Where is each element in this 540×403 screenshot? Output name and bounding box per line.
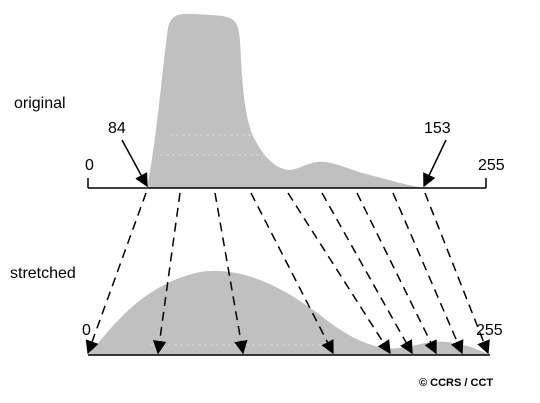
original-255-label: 255 bbox=[478, 157, 505, 174]
stretched-label: stretched bbox=[10, 265, 76, 282]
mapping-arrow bbox=[392, 192, 464, 355]
credit-text: © CCRS / CCT bbox=[419, 377, 493, 389]
marker-153-label: 153 bbox=[424, 120, 451, 137]
mapping-arrow bbox=[321, 192, 413, 355]
stretched-255-label: 255 bbox=[476, 322, 503, 339]
original-histogram bbox=[87, 13, 487, 189]
original-label: original bbox=[14, 95, 66, 112]
mapping-arrow bbox=[424, 192, 490, 355]
mapping-arrow bbox=[85, 192, 147, 355]
mapping-arrow bbox=[214, 192, 248, 355]
original-histogram-shape bbox=[147, 13, 424, 189]
stretched-histogram-shape bbox=[88, 270, 490, 355]
marker-84-label: 84 bbox=[108, 120, 126, 137]
stretched-zero-label: 0 bbox=[82, 322, 91, 339]
marker-84-arrow bbox=[121, 139, 148, 188]
mapping-arrow bbox=[152, 192, 181, 355]
mapping-arrow bbox=[356, 192, 437, 355]
mapping-arrows bbox=[85, 192, 490, 355]
mapping-arrow bbox=[287, 192, 391, 355]
marker-153-arrow bbox=[423, 139, 447, 188]
original-zero-label: 0 bbox=[85, 157, 94, 174]
stretched-histogram bbox=[88, 270, 490, 356]
